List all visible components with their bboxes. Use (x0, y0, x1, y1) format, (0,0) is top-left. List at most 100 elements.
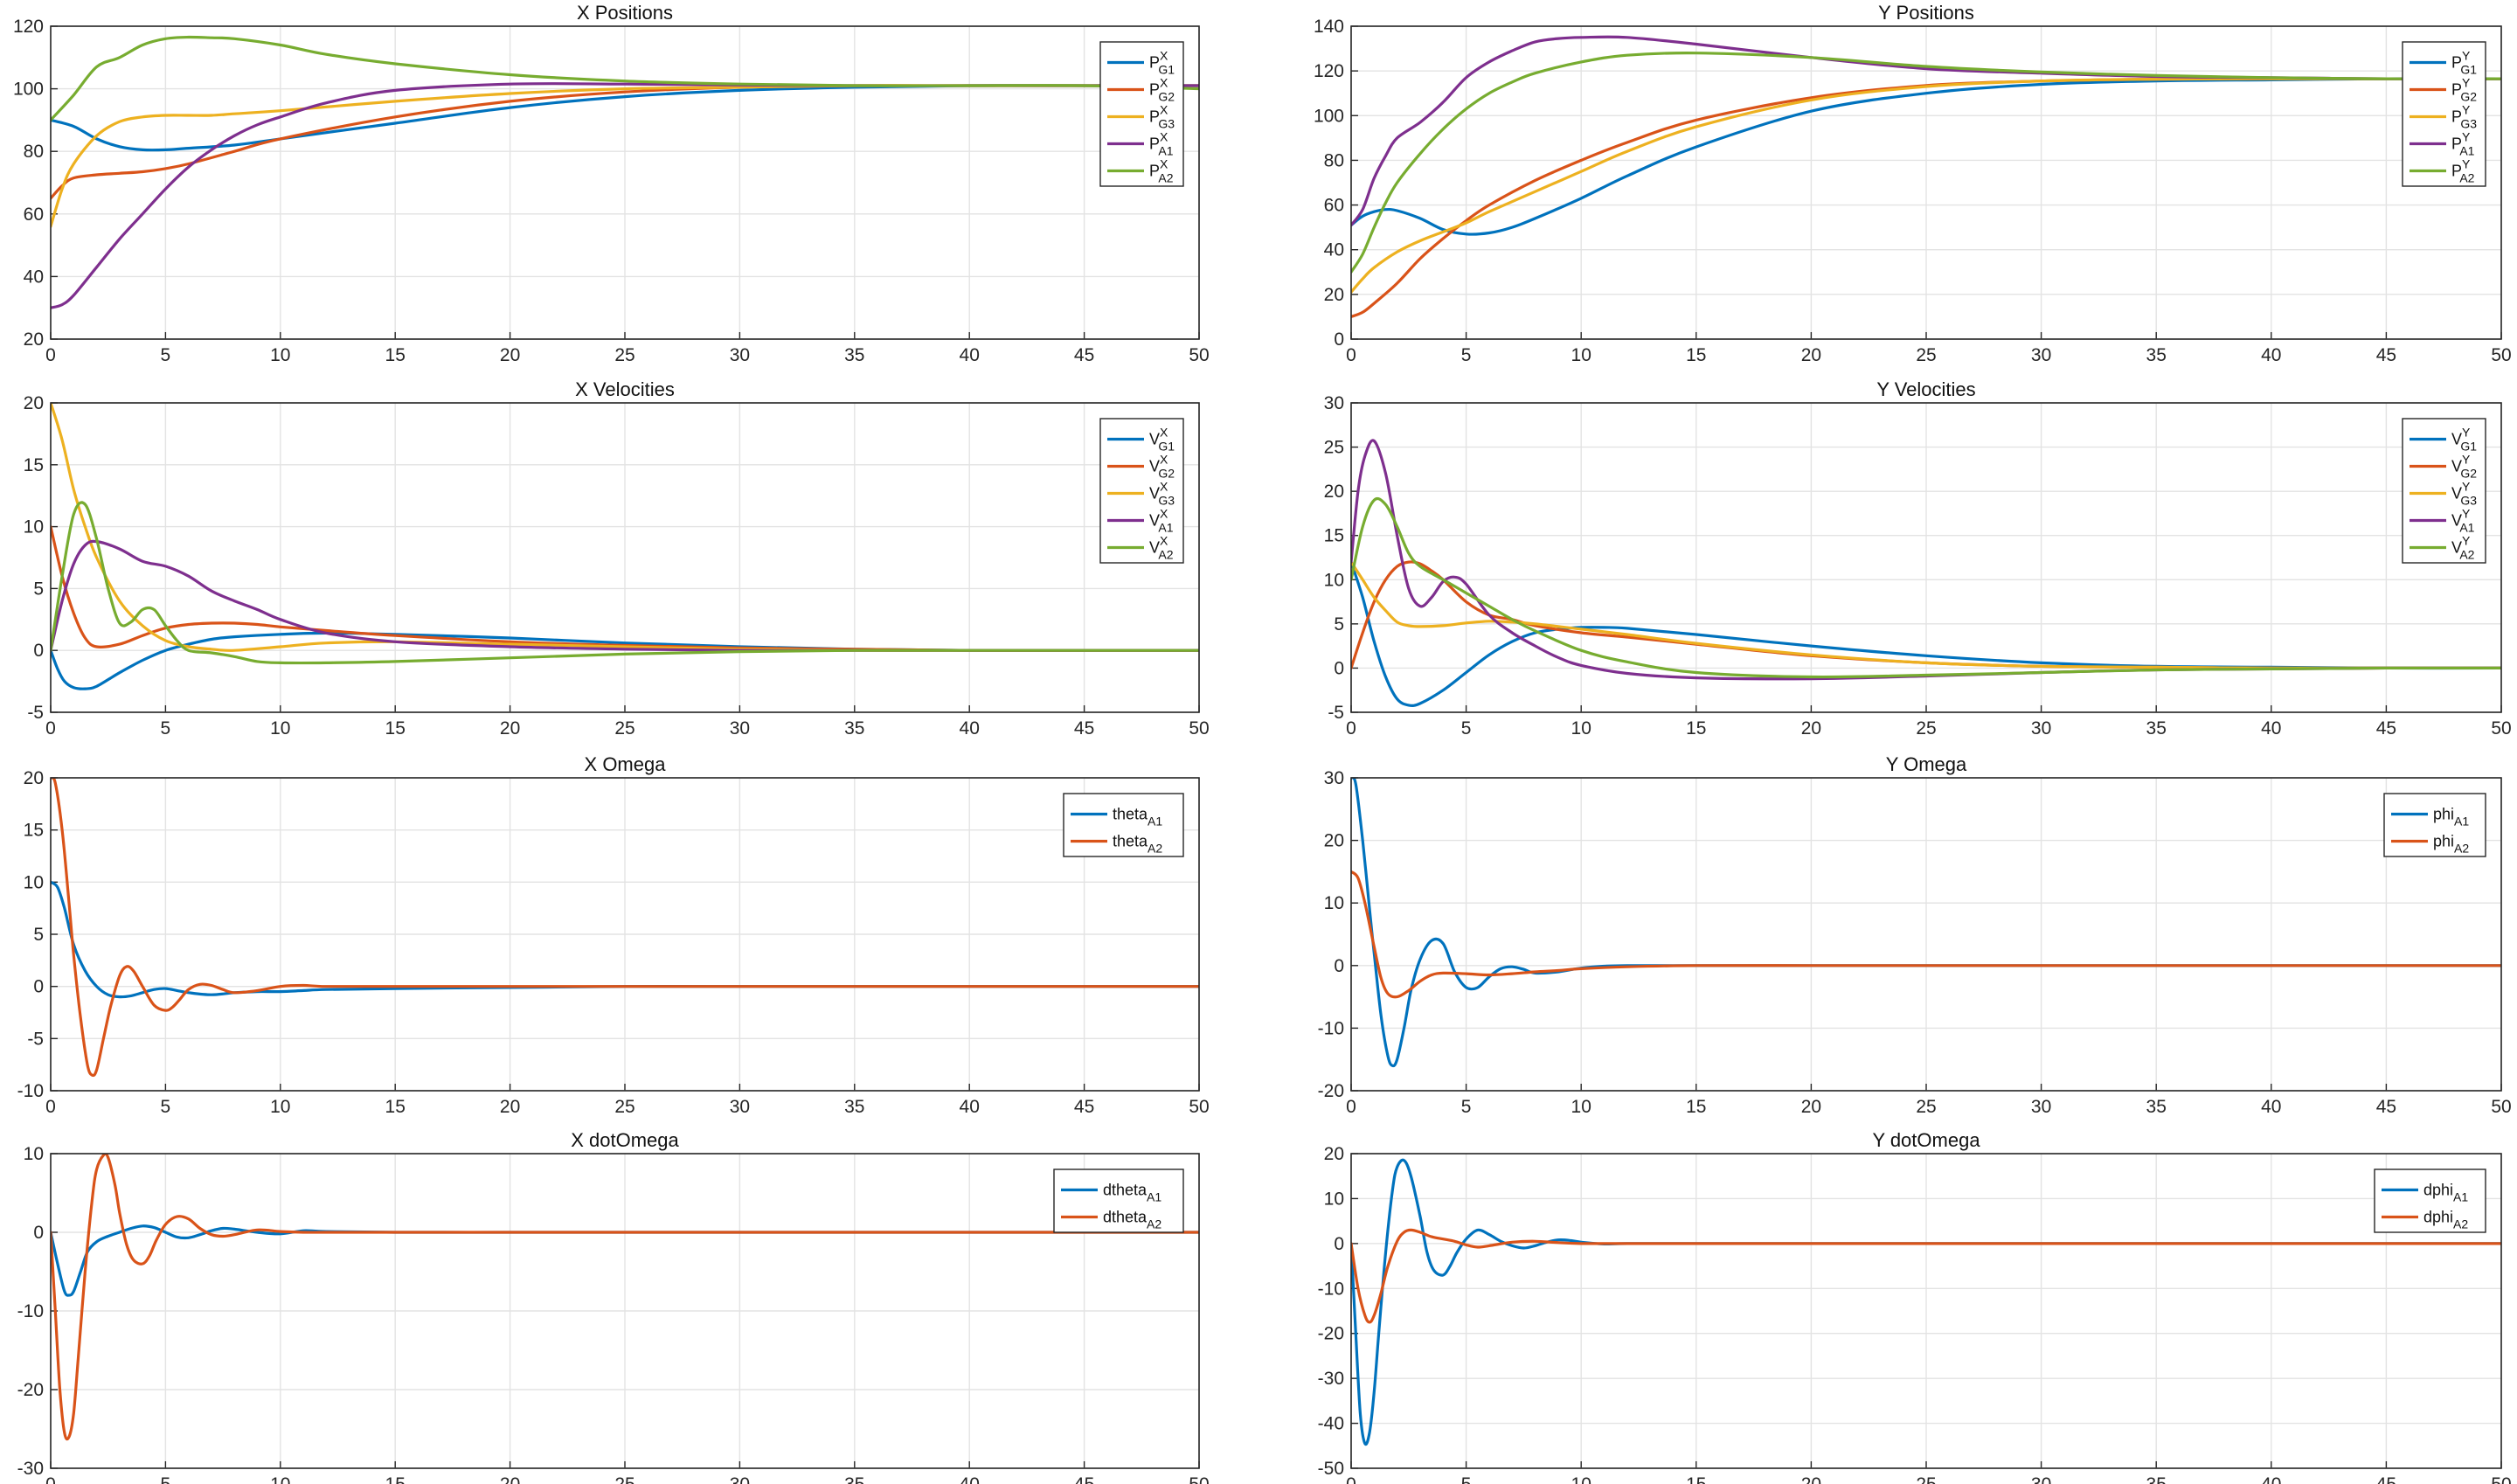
y-tick-label: 120 (13, 17, 44, 37)
x-tick-label: 25 (1916, 1474, 1936, 1484)
x-tick-label: 25 (614, 718, 634, 739)
y-tick-label: 5 (33, 925, 44, 945)
subplot-7: 0 5 10 15 20 25 30 35 40 45 50 -50 -40 -30 -20 -10 0 10 20… (1318, 1129, 2512, 1484)
x-tick-label: 10 (270, 718, 290, 739)
y-tick-label: -10 (1318, 1018, 1344, 1038)
y-tick-label: 5 (1334, 614, 1344, 635)
y-tick-label: 0 (33, 1223, 44, 1243)
legend: dphiA1 dphiA2 (2374, 1168, 2486, 1233)
legend-box (2374, 1168, 2486, 1233)
legend-box (2402, 418, 2486, 564)
legend-box (1063, 793, 1184, 857)
y-tick-label: -30 (17, 1459, 44, 1479)
series-line-dtheta-a2 (51, 1154, 1199, 1441)
y-tick-label: 15 (24, 455, 44, 475)
legend: dthetaA1 dthetaA2 (1053, 1168, 1184, 1233)
y-tick-label: 10 (24, 872, 44, 892)
x-tick-label: 45 (2376, 1474, 2396, 1484)
legend-entry: PX G2 (1149, 76, 1175, 104)
x-tick-label: 45 (1074, 1474, 1094, 1484)
y-tick-label: 20 (1324, 831, 1344, 851)
x-tick-label: 20 (500, 1474, 520, 1484)
legend-entry: PX G1 (1149, 49, 1175, 77)
legend: thetaA1 thetaA2 (1063, 793, 1184, 857)
y-tick-label: 120 (1314, 61, 1344, 81)
chart-title: X Positions (577, 2, 673, 24)
x-tick-label: 15 (1686, 718, 1706, 739)
x-tick-label: 10 (270, 345, 290, 365)
x-tick-label: 50 (2491, 1097, 2511, 1117)
x-tick-label: 5 (1461, 1474, 1472, 1484)
y-tick-label: 140 (1314, 17, 1344, 37)
x-tick-label: 30 (730, 718, 750, 739)
subplot-0: 0 5 10 15 20 25 30 35 40 45 50 20 40 60 80 100 120 X Posi… (13, 2, 1210, 365)
legend-entry: PX A1 (1149, 130, 1174, 158)
x-tick-label: 35 (2146, 1474, 2167, 1484)
x-tick-label: 30 (730, 345, 750, 365)
y-tick-label: -30 (1318, 1369, 1344, 1389)
x-tick-label: 10 (1571, 1474, 1591, 1484)
x-tick-label: 5 (161, 1474, 171, 1484)
legend-entry: VY G1 (2451, 426, 2477, 454)
chart-title: Y Omega (1886, 753, 1967, 775)
x-tick-label: 0 (45, 345, 56, 365)
legend-entry: phiA2 (2433, 833, 2469, 856)
x-tick-label: 25 (614, 345, 634, 365)
x-tick-label: 20 (1801, 718, 1821, 739)
legend-box (2383, 793, 2486, 857)
legend-entry: VY G3 (2451, 480, 2477, 508)
x-tick-label: 5 (161, 1097, 171, 1117)
x-tick-label: 40 (960, 345, 980, 365)
y-tick-label: 0 (1334, 956, 1344, 976)
y-tick-label: 20 (24, 329, 44, 350)
series-line-phi-a2 (1351, 870, 2501, 999)
x-tick-label: 5 (161, 718, 171, 739)
y-tick-label: -20 (1318, 1324, 1344, 1344)
y-tick-label: 5 (33, 579, 44, 599)
y-tick-label: 0 (33, 977, 44, 997)
y-tick-label: 0 (1334, 329, 1344, 350)
x-tick-label: 35 (2146, 345, 2167, 365)
axes-box (50, 777, 1200, 1092)
legend-box (1053, 1168, 1184, 1233)
x-tick-label: 15 (1686, 1097, 1706, 1117)
legend-entry: VX G2 (1149, 453, 1175, 481)
x-tick-label: 15 (1686, 345, 1706, 365)
x-tick-label: 25 (614, 1474, 634, 1484)
x-tick-label: 40 (2261, 1097, 2281, 1117)
x-tick-label: 0 (1346, 1097, 1356, 1117)
y-tick-label: 40 (1324, 240, 1344, 260)
subplot-5: 0 5 10 15 20 25 30 35 40 45 50 -20 -10 0 10 20 30 Y Omega… (1318, 753, 2512, 1117)
subplot-6: 0 5 10 15 20 25 30 35 40 45 50 -30 -20 -10 0 10 X dotOme… (17, 1129, 1210, 1484)
legend-entry: PY A2 (2451, 157, 2475, 185)
x-tick-label: 5 (1461, 718, 1472, 739)
x-tick-label: 30 (2031, 718, 2051, 739)
axes-box (50, 25, 1200, 340)
y-tick-label: 10 (1324, 893, 1344, 913)
series-line-v-a2 (1351, 496, 2501, 679)
x-tick-label: 0 (45, 718, 56, 739)
legend-entry: PY G2 (2451, 76, 2477, 104)
subplot-1: 0 5 10 15 20 25 30 35 40 45 50 0 20 40 60 80 100 120 140 Y … (1314, 2, 2512, 365)
axes-box (1350, 1153, 2502, 1469)
chart-title: Y Velocities (1876, 378, 1975, 400)
y-tick-label: -5 (27, 703, 44, 723)
y-tick-label: -10 (1318, 1279, 1344, 1299)
series-line-theta-a2 (51, 778, 1199, 1078)
legend-entry: VX G1 (1149, 426, 1175, 454)
x-tick-label: 50 (1189, 1474, 1209, 1484)
y-tick-label: 10 (24, 1144, 44, 1164)
y-tick-label: -10 (17, 1301, 44, 1321)
x-tick-label: 25 (614, 1097, 634, 1117)
x-tick-label: 40 (960, 1474, 980, 1484)
legend-entry: dphiA1 (2423, 1182, 2468, 1204)
legend-entry: VX G3 (1149, 480, 1175, 508)
x-tick-label: 45 (1074, 718, 1094, 739)
y-tick-label: 60 (1324, 196, 1344, 216)
legend-entry: PY G3 (2451, 103, 2477, 131)
